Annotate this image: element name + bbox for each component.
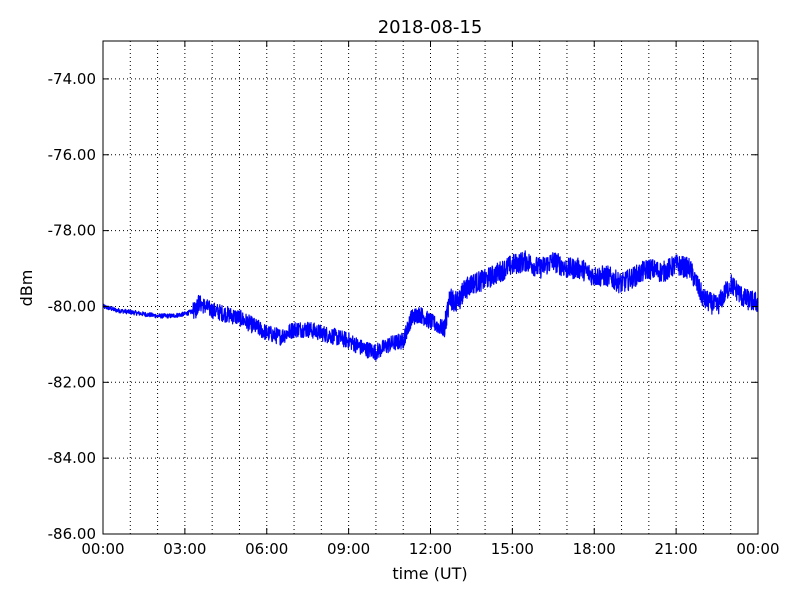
x-tick-label: 21:00 — [655, 540, 698, 558]
y-tick-label: -86.00 — [48, 525, 96, 543]
y-tick-label: -78.00 — [48, 222, 96, 240]
chart-title: 2018-08-15 — [378, 17, 483, 38]
y-tick-label: -80.00 — [48, 297, 96, 315]
x-tick-label: 06:00 — [245, 540, 288, 558]
y-tick-label: -84.00 — [48, 449, 96, 467]
x-axis-label: time (UT) — [392, 564, 467, 583]
ticks: 00:00 03:00 06:00 09:00 12:00 15:00 18:00 21:00… — [48, 41, 780, 558]
x-tick-label: 09:00 — [327, 540, 370, 558]
gridlines — [103, 41, 758, 534]
series-layer — [102, 250, 759, 361]
x-tick-label: 00:00 — [81, 540, 124, 558]
x-tick-label: 00:00 — [736, 540, 779, 558]
y-tick-label: -82.00 — [48, 373, 96, 391]
y-tick-label: -74.00 — [48, 70, 96, 88]
y-axis-label: dBm — [17, 270, 36, 307]
x-tick-label: 03:00 — [163, 540, 206, 558]
x-tick-label: 12:00 — [409, 540, 452, 558]
x-tick-label: 18:00 — [573, 540, 616, 558]
x-tick-label: 15:00 — [491, 540, 534, 558]
y-tick-label: -76.00 — [48, 146, 96, 164]
series-line — [102, 250, 759, 361]
plot-frame — [102, 40, 759, 535]
